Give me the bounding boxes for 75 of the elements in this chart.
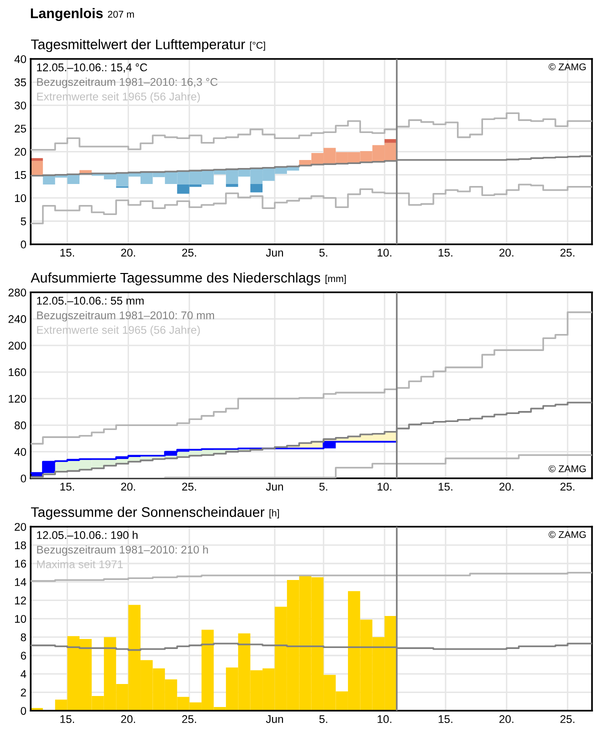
annotation: 12.05.–10.06.: 15,4 °C (37, 63, 148, 73)
chart-title: Tagesmittelwert der Lufttemperatur (31, 39, 246, 52)
x-tick-label: 20. (499, 715, 514, 724)
x-tick-label: 10. (378, 715, 392, 724)
x-tick-label: 15. (60, 715, 74, 724)
y-tick-label: 200 (8, 342, 26, 350)
y-tick-label: 0 (20, 474, 26, 482)
x-tick-label: 15. (60, 482, 74, 491)
x-tick-label: Jun (266, 248, 283, 257)
annotation: © ZAMG (548, 63, 586, 70)
annotation: © ZAMG (548, 465, 586, 472)
x-tick-label: Jun (266, 482, 283, 491)
annotation: © ZAMG (548, 531, 586, 538)
chart-title: Tagessumme der Sonnenscheindauer (31, 506, 264, 520)
x-tick-label: 25. (560, 248, 574, 257)
x-tick-label: 25. (560, 715, 574, 724)
x-tick-label: 25. (182, 248, 196, 257)
chart-title: Aufsummierte Tagessumme des Niederschlags (30, 272, 320, 286)
y-tick-label: 20 (14, 148, 26, 156)
y-tick-label: 12 (15, 596, 26, 604)
annotation: Extremwerte seit 1965 (56 Jahre) (37, 92, 200, 103)
y-axis-title: [mm] (326, 274, 346, 284)
y-tick-label: 30 (14, 102, 26, 110)
y-tick-label: 35 (14, 78, 26, 86)
x-tick-label: Jun (266, 715, 283, 724)
annotation: Maxima seit 1971 (37, 560, 123, 568)
x-tick-label: 25. (182, 715, 196, 724)
x-tick-label: 15. (438, 482, 452, 491)
x-tick-label: 5. (319, 482, 328, 491)
y-tick-label: 40 (14, 448, 26, 456)
y-tick-label: 18 (15, 541, 26, 550)
x-tick-label: 20. (121, 248, 136, 257)
y-tick-label: 25 (14, 124, 26, 133)
y-tick-label: 0 (20, 706, 26, 715)
y-tick-label: 10 (15, 194, 26, 202)
x-tick-label: 20. (499, 482, 514, 491)
x-tick-label: 15. (60, 248, 74, 257)
x-tick-label: 20. (499, 248, 514, 257)
x-tick-label: 20. (121, 482, 136, 491)
y-tick-label: 4 (20, 670, 26, 678)
y-tick-label: 8 (20, 633, 26, 642)
annotation: Bezugszeitraum 1981–2010: 70 mm (37, 311, 214, 322)
annotation: 12.05.–10.06.: 190 h (37, 530, 138, 540)
x-tick-label: 10. (378, 248, 392, 257)
annotation: Extremwerte seit 1965 (56 Jahre) (37, 326, 200, 336)
x-tick-label: 25. (560, 482, 574, 491)
x-tick-label: 25. (182, 482, 196, 491)
y-tick-label: 20 (14, 522, 26, 531)
y-tick-label: 2 (20, 688, 26, 696)
y-tick-label: 5 (20, 218, 26, 226)
annotation: Bezugszeitraum 1981–2010: 210 h (37, 545, 208, 556)
x-tick-label: 5. (319, 715, 328, 724)
y-tick-label: 16 (15, 560, 26, 568)
y-tick-label: 160 (8, 368, 26, 376)
y-tick-label: 14 (15, 578, 26, 586)
x-tick-label: 15. (438, 248, 452, 257)
y-tick-label: 80 (14, 421, 26, 430)
x-tick-label: 20. (121, 715, 136, 724)
annotation: Bezugszeitraum 1981–2010: 16,3 °C (37, 78, 218, 88)
y-tick-label: 280 (8, 288, 26, 296)
y-tick-label: 120 (8, 394, 26, 403)
x-tick-label: 15. (438, 715, 452, 724)
y-tick-label: 0 (20, 240, 26, 248)
text: 207 m (108, 10, 134, 18)
y-axis-title: [h] (269, 509, 279, 518)
x-tick-label: 5. (319, 248, 328, 257)
y-tick-label: 40 (14, 55, 26, 64)
annotation: 12.05.–10.06.: 55 mm (37, 296, 144, 305)
text: Langenlois (30, 8, 103, 22)
y-axis-title: [°C] (250, 42, 266, 51)
y-tick-label: 15 (15, 171, 26, 179)
x-tick-label: 10. (378, 482, 392, 491)
y-tick-label: 240 (8, 315, 26, 324)
y-tick-label: 10 (15, 614, 26, 623)
y-tick-label: 6 (20, 652, 26, 660)
